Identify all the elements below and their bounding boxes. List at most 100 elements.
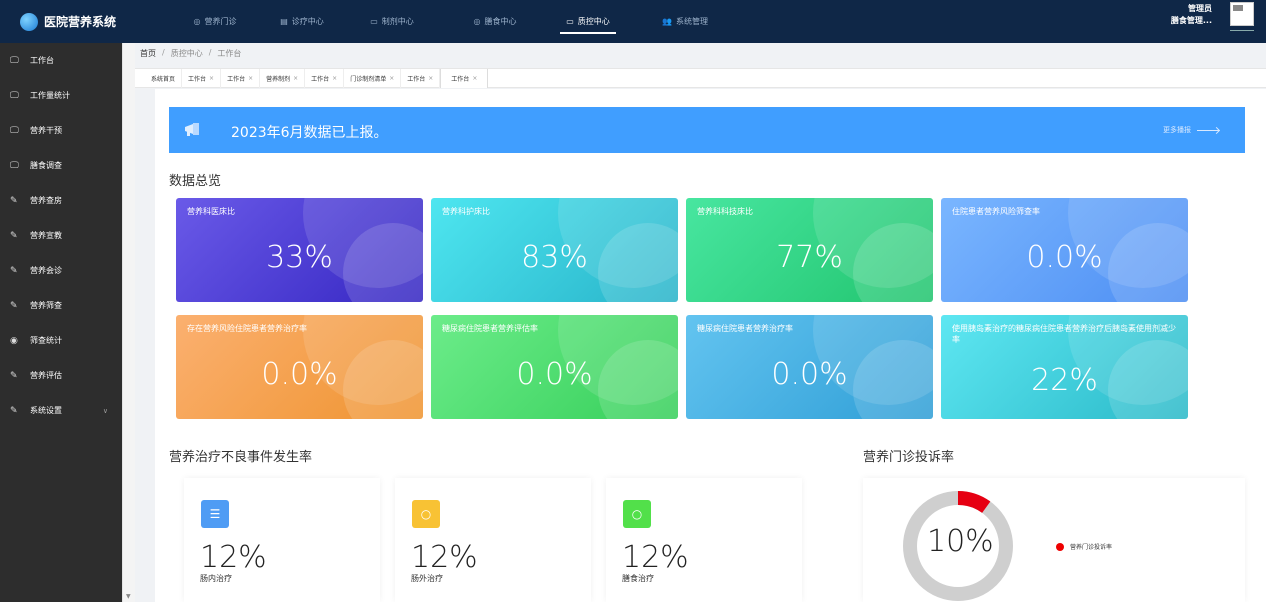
metric-value: 83% [521,240,588,275]
breadcrumb-home[interactable]: 首页 [140,49,156,58]
topnav-item[interactable]: ▭ 质控中心 [548,0,628,43]
metric-value: 77% [776,240,843,275]
sidebar-item[interactable]: ✎ 营养评估 [0,358,122,393]
metric-label: 营养科医床比 [187,207,235,216]
tab[interactable]: 工作台 × [221,69,261,88]
breadcrumb-separator: / [208,48,212,57]
nav-icon: 👥 [662,17,672,26]
brand[interactable]: 医院营养系统 [20,0,116,43]
tab[interactable]: 营养制剂 × [260,69,306,88]
icon-glyph: ☰ [209,507,221,521]
nav-label: 质控中心 [577,17,610,26]
divider [1230,30,1254,31]
menu-icon: ✎ [10,405,18,416]
adverse-stat-card: ○ 12% 肠外治疗 [395,478,591,602]
close-icon[interactable]: × [209,75,215,82]
breadcrumb-level1[interactable]: 质控中心 [170,49,203,58]
more-broadcast-link[interactable]: 更多播报 [1163,125,1219,135]
stat-label: 膳食治疗 [622,574,654,583]
menu-icon: ✎ [10,370,18,381]
sidebar-item[interactable]: ✎ 营养筛查 [0,288,122,323]
close-icon[interactable]: × [332,75,338,82]
topnav-item[interactable]: ◎ 营养门诊 [175,0,255,43]
tab[interactable]: 门诊制剂清单 × [344,69,402,88]
tab[interactable]: 工作台 × [401,69,441,88]
sidebar-item-label: 工作量统计 [30,91,70,100]
scroll-down-icon[interactable]: ▼ [126,593,131,600]
tab[interactable]: 工作台 × [182,69,222,88]
sidebar-item-label: 营养宣教 [30,231,62,240]
megaphone-icon [185,123,199,136]
topnav-item[interactable]: ◎ 膳食中心 [455,0,535,43]
sidebar-item-label: 营养评估 [30,371,62,380]
sidebar-item[interactable]: 🖵 营养干预 [0,113,122,148]
nav-icon: ◎ [473,17,481,26]
sidebar-item[interactable]: 🖵 工作量统计 [0,78,122,113]
metric-card[interactable]: 糖尿病住院患者营养评估率 0.0% [431,315,678,419]
tab[interactable]: 工作台 × [440,69,489,88]
metric-value: 0.0% [1026,240,1103,275]
breadcrumb-level2: 工作台 [217,49,242,58]
topnav-item[interactable]: ▭ 制剂中心 [352,0,432,43]
sidebar-item[interactable]: ✎ 营养查房 [0,183,122,218]
metric-label: 住院患者营养风险筛查率 [952,207,1040,216]
menu-icon: ✎ [10,195,18,206]
sidebar-item[interactable]: ◉ 筛查统计 [0,323,122,358]
topnav-item[interactable]: 👥 系统管理 [645,0,725,43]
nav-label: 系统管理 [675,17,708,26]
sidebar-scrollbar[interactable]: ▼ [122,43,135,602]
metric-card[interactable]: 存在营养风险住院患者营养治疗率 0.0% [176,315,423,419]
complaint-title: 营养门诊投诉率 [863,450,955,465]
tab[interactable]: 系统首页 [145,69,183,88]
metric-card[interactable]: 住院患者营养风险筛查率 0.0% [941,198,1188,302]
more-broadcast-label: 更多播报 [1163,126,1191,134]
metric-value: 33% [266,240,333,275]
menu-icon: ✎ [10,230,18,241]
close-icon[interactable]: × [293,75,299,82]
metric-value: 0.0% [516,357,593,392]
sidebar-item-label: 营养干预 [30,126,62,135]
circle-icon: ○ [623,500,651,528]
close-icon[interactable]: × [248,75,254,82]
close-icon[interactable]: × [428,75,434,82]
icon-glyph: ○ [631,507,643,521]
close-icon[interactable]: × [389,75,395,82]
metric-label: 营养科科技床比 [697,207,753,216]
user-info[interactable]: 管理员 膳食管理... [1171,3,1212,27]
nav-label: 营养门诊 [204,17,237,26]
sidebar-item-label: 营养会诊 [30,266,62,275]
sidebar-item[interactable]: ✎ 营养宣教 [0,218,122,253]
breadcrumb: 首页 / 质控中心 / 工作台 [140,48,241,59]
metric-label: 存在营养风险住院患者营养治疗率 [187,324,307,333]
metric-card[interactable]: 营养科科技床比 77% [686,198,933,302]
sidebar-item[interactable]: 🖵 膳食调查 [0,148,122,183]
metric-card[interactable]: 营养科医床比 33% [176,198,423,302]
avatar[interactable] [1230,2,1254,26]
tab-label: 工作台 [451,76,470,83]
sidebar-item[interactable]: 🖵 工作台 [0,43,122,78]
tab[interactable]: 工作台 × [305,69,345,88]
metric-label: 糖尿病住院患者营养治疗率 [697,324,793,333]
metric-card[interactable]: 使用胰岛素治疗的糖尿病住院患者营养治疗后胰岛素使用剂减少率 22% [941,315,1188,419]
tab-label: 门诊制剂清单 [350,76,387,83]
complaint-value: 10% [927,524,994,559]
metric-label: 使用胰岛素治疗的糖尿病住院患者营养治疗后胰岛素使用剂减少率 [952,324,1176,344]
circle-icon: ○ [412,500,440,528]
tab-label: 工作台 [188,76,207,83]
metric-card[interactable]: 营养科护床比 83% [431,198,678,302]
close-icon[interactable]: × [472,75,478,82]
metric-card[interactable]: 糖尿病住院患者营养治疗率 0.0% [686,315,933,419]
top-bar: 医院营养系统 ◎ 营养门诊 ▤ 诊疗中心 ▭ 制剂中心 ◎ 膳食中心 ▭ 质控中心 👥 系统管理 管理… [0,0,1266,43]
menu-icon: ◉ [10,335,18,346]
tab-label: 工作台 [227,76,246,83]
topnav-item[interactable]: ▤ 诊疗中心 [262,0,342,43]
chart-legend[interactable]: 营养门诊投诉率 [1056,542,1112,551]
sidebar: 🖵 工作台 🖵 工作量统计 🖵 营养干预 🖵 膳食调查 ✎ 营养查房 ✎ 营养宣教 ✎ 营养会诊 ✎ 营养筛查… [0,43,122,602]
overview-title: 数据总览 [169,174,222,189]
sidebar-item[interactable]: ✎ 营养会诊 [0,253,122,288]
sidebar-item-label: 膳食调查 [30,161,62,170]
app-title: 医院营养系统 [44,15,117,29]
tab-label: 工作台 [311,76,330,83]
sidebar-item[interactable]: ✎ 系统设置 ∨ [0,393,122,428]
metric-label: 营养科护床比 [442,207,490,216]
